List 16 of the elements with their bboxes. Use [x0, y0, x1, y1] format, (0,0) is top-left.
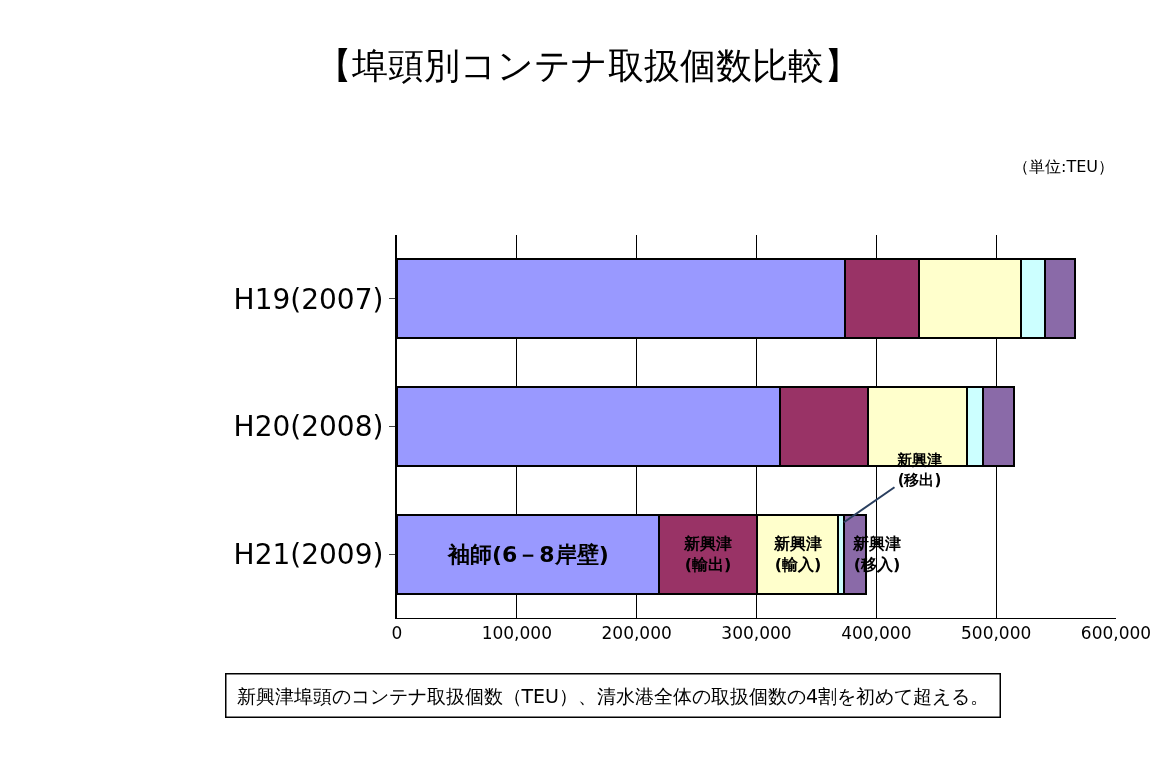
x-tick-label: 0 [391, 623, 403, 644]
y-tick-label: H20(2008) [233, 410, 384, 444]
series-label: 袖師(6－8岸壁) [447, 542, 609, 567]
text: 新興津埠頭のコンテナ取扱個数（TEU）、清水港全体の取扱個数の4割を初めて超える。 [236, 684, 990, 707]
chart-title: 【埠頭別コンテナ取扱個数比較】 [316, 45, 860, 87]
x-tick-label: 600,000 [1080, 623, 1152, 644]
x-tick-label: 400,000 [841, 623, 912, 644]
x-tick-label: 500,000 [961, 623, 1032, 644]
y-tick-label: H19(2007) [233, 282, 384, 316]
x-tick-label: 200,000 [601, 623, 672, 644]
x-tick-label: 100,000 [481, 623, 552, 644]
series-label: 新興津 (輸出) [683, 534, 732, 574]
x-tick-label: 300,000 [721, 623, 792, 644]
text: （単位:TEU） [1013, 157, 1114, 176]
y-tick-label: H21(2009) [233, 537, 384, 571]
series-label: 新興津 (輸入) [773, 534, 822, 574]
